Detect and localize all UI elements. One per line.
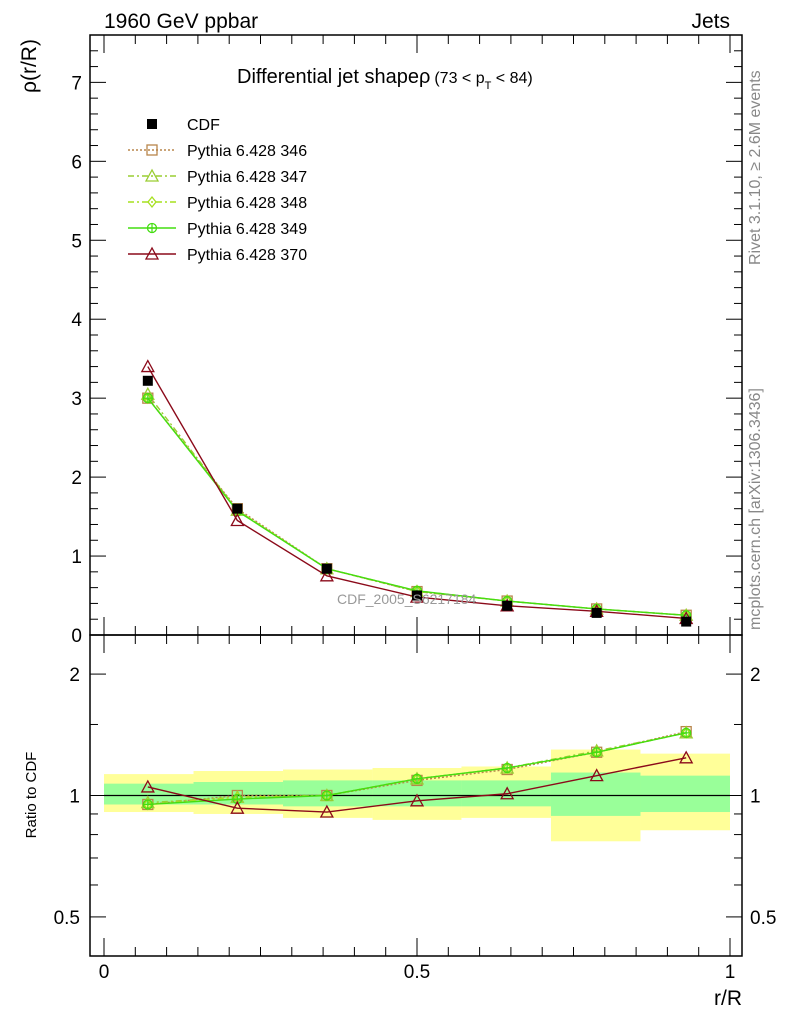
legend-marker-cross — [147, 223, 157, 233]
main-ytick-label: 1 — [71, 547, 82, 568]
header-left: 1960 GeV ppbar — [104, 10, 258, 33]
ratio-point-pythia-6-428-349-0-cross — [143, 799, 153, 809]
ratio-point-pythia-6-428-349-0 — [142, 799, 153, 810]
ratio-point-pythia-6-428-370-6 — [679, 750, 694, 764]
xtick-label: 0.5 — [404, 962, 430, 983]
header-right: Jets — [691, 10, 730, 33]
xlabel: r/R — [714, 987, 742, 1010]
ratio-plot-content — [104, 725, 730, 842]
data-point-cdf-6 — [681, 616, 692, 627]
rivet-label: Rivet 3.1.10, ≥ 2.6M events — [747, 70, 764, 265]
ratio-ytick-label: 0.5 — [54, 908, 80, 929]
data-point-pythia-6-428-370-1 — [230, 513, 245, 527]
main-ytick-label: 4 — [71, 310, 82, 331]
ratio-ylabel: Ratio to CDF — [23, 752, 40, 839]
main-ylabel: ρ(r/R) — [18, 39, 41, 93]
main-ytick-label: 0 — [71, 626, 82, 647]
data-point-pythia-6-428-370-2 — [319, 568, 334, 582]
ratio-point-pythia-6-428-349-5-cross — [592, 747, 602, 757]
main-ytick-label: 5 — [71, 231, 82, 252]
legend-marker — [147, 119, 157, 129]
ratio-point-pythia-6-428-370-1 — [230, 800, 245, 814]
ratio-ytick-label-right: 2 — [750, 665, 761, 686]
legend: CDF Pythia 6.428 346 Pythia 6.428 347 Pythi… — [128, 117, 307, 264]
legend-marker — [144, 168, 160, 182]
main-ytick-label: 7 — [71, 73, 82, 94]
ratio-axis-ticks: 0.5 0.5 1 1 2 2 0 0.5 1 — [54, 635, 776, 983]
watermark: CDF_2005_S6217184 — [337, 591, 477, 607]
data-point-cdf-4 — [502, 600, 513, 611]
ratio-point-pythia-6-428-349-5 — [591, 747, 602, 758]
main-plot-content — [140, 359, 694, 627]
ratio-point-pythia-6-428-370-2 — [319, 804, 334, 818]
legend-entry-cdf: CDF — [147, 117, 220, 134]
main-title-cut-sub: T — [485, 80, 492, 92]
data-point-cdf-2 — [321, 563, 332, 574]
ratio-point-pythia-6-428-349-3 — [411, 773, 423, 784]
data-point-pythia-6-428-349-0-cross — [143, 393, 153, 403]
uncertainty-bands — [104, 749, 730, 842]
ratio-ytick-label-right: 0.5 — [750, 908, 776, 929]
ratio-point-pythia-6-428-349-6-cross — [681, 728, 691, 738]
series-cdf — [142, 375, 692, 627]
legend-label: Pythia 6.428 347 — [187, 169, 307, 186]
ratio-point-pythia-6-428-370-0 — [140, 779, 155, 793]
band-stat — [640, 775, 730, 813]
ratio-point-pythia-6-428-349-2 — [321, 790, 333, 801]
band-stat — [283, 780, 373, 807]
legend-label: Pythia 6.428 346 — [187, 143, 307, 160]
legend-entry-pythia-6-428-349: Pythia 6.428 349 — [128, 221, 307, 238]
legend-marker — [146, 222, 158, 234]
band-stat — [550, 772, 641, 816]
ratio-point-pythia-6-428-370-4 — [500, 786, 515, 800]
main-title-cut-post: < 84) — [491, 70, 532, 87]
data-point-cdf-5 — [591, 607, 602, 618]
series-line-pythia-6-428-370 — [147, 366, 687, 620]
main-panel: 0 1 2 3 4 5 6 7 ρ(r/R) Differential jet shapeρ(… — [18, 34, 743, 647]
main-ytick-label: 6 — [71, 152, 82, 173]
ratio-point-pythia-6-428-349-2-cross — [322, 791, 332, 800]
ratio-point-pythia-6-428-349-4 — [501, 762, 513, 774]
xtick-label: 1 — [725, 962, 736, 983]
ratio-point-pythia-6-428-349-4-cross — [502, 763, 512, 773]
legend-label: Pythia 6.428 349 — [187, 221, 307, 238]
legend-label: CDF — [187, 117, 220, 134]
main-title: Differential jet shapeρ (73 < pT < 84) — [237, 66, 533, 92]
legend-marker — [146, 144, 158, 156]
legend-marker — [147, 195, 157, 209]
main-axis-ticks: 0 1 2 3 4 5 6 7 — [71, 35, 742, 647]
ratio-point-pythia-6-428-370-3 — [409, 793, 425, 807]
legend-label: Pythia 6.428 348 — [187, 195, 307, 212]
main-ytick-label: 2 — [71, 468, 82, 489]
legend-entry-pythia-6-428-346: Pythia 6.428 346 — [128, 143, 307, 160]
data-point-pythia-6-428-349-0 — [142, 393, 153, 404]
legend-marker — [144, 246, 160, 260]
ratio-series-pythia-6-428-370 — [140, 750, 694, 818]
data-point-cdf-1 — [232, 503, 243, 514]
ratio-point-pythia-6-428-349-6 — [681, 727, 692, 738]
band-stat — [104, 783, 194, 805]
data-point-cdf-3 — [412, 590, 422, 601]
main-ytick-label: 3 — [71, 389, 82, 410]
ratio-point-pythia-6-428-370-5 — [589, 768, 604, 782]
ratio-line-pythia-6-428-370 — [147, 757, 687, 813]
legend-entry-pythia-6-428-348: Pythia 6.428 348 — [128, 195, 307, 212]
xtick-label: 0 — [99, 962, 110, 983]
ratio-ytick-label-right: 1 — [750, 787, 761, 808]
legend-entry-pythia-6-428-347: Pythia 6.428 347 — [128, 168, 307, 186]
main-title-cut: (73 < p — [434, 70, 484, 87]
legend-label: Pythia 6.428 370 — [187, 247, 307, 264]
ratio-panel: 0.5 0.5 1 1 2 2 0 0.5 1 Ratio to CDF r/R — [23, 634, 776, 1010]
mcplots-label: mcplots.cern.ch [arXiv:1306.3436] — [747, 388, 764, 630]
ratio-series-pythia-6-428-349 — [142, 727, 692, 810]
main-title-text: Differential jet shapeρ — [237, 66, 430, 88]
series-pythia-6-428-349 — [142, 393, 692, 621]
data-point-cdf-0 — [142, 375, 153, 386]
ratio-ytick-label: 2 — [69, 665, 80, 686]
data-point-pythia-6-428-370-0 — [140, 359, 155, 373]
ratio-ytick-label: 1 — [69, 787, 80, 808]
legend-entry-pythia-6-428-370: Pythia 6.428 370 — [128, 246, 307, 264]
ratio-point-pythia-6-428-349-3-cross — [412, 774, 422, 784]
